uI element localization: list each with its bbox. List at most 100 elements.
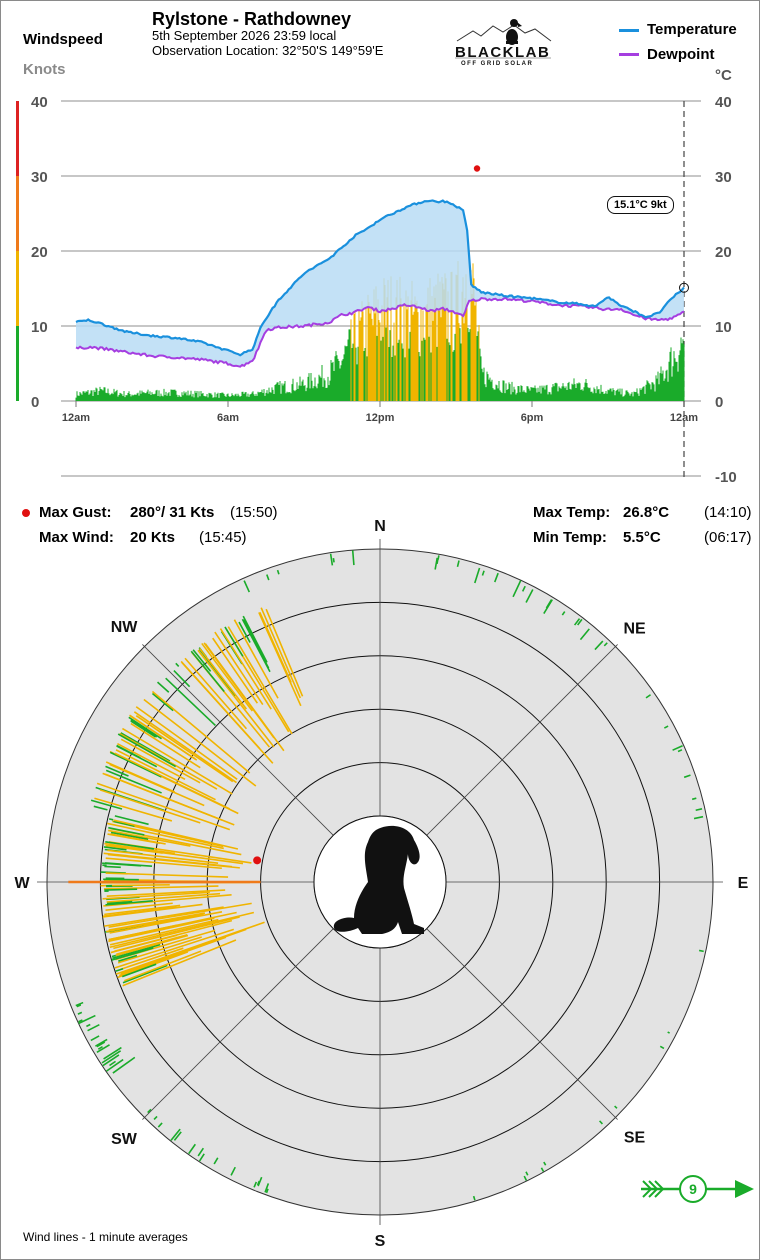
- min-temp-value: 5.5°C: [623, 529, 661, 546]
- compass-spoke: [426, 644, 618, 836]
- wind-line: [129, 715, 198, 761]
- wind-line: [264, 1183, 270, 1193]
- gust-marker-icon: [22, 509, 30, 517]
- wind-line: [525, 589, 534, 603]
- wind-line: [540, 1167, 545, 1172]
- wind-line: [190, 650, 225, 693]
- wind-line: [153, 1115, 158, 1121]
- left-tick-label: 0: [31, 394, 39, 411]
- wind-line: [256, 1180, 260, 1186]
- wind-line: [95, 1038, 108, 1047]
- direction-label-se: SE: [624, 1130, 646, 1147]
- wind-line: [102, 891, 210, 900]
- wind-line: [243, 580, 251, 593]
- wind-line: [104, 888, 138, 891]
- temperature-wind-chart: -10 0 10 20 30 40 0 10 20 30 40 12am 6am 12pm 6pm 12am: [16, 94, 737, 486]
- logo-tagline: OFF GRID SOLAR: [461, 61, 534, 67]
- wind-line: [106, 892, 221, 903]
- wind-line: [96, 1041, 106, 1048]
- wind-line: [106, 1058, 124, 1072]
- wind-line: [110, 934, 178, 954]
- max-gust-marker: [253, 856, 262, 865]
- wind-line: [113, 819, 239, 850]
- direction-label-sw: SW: [111, 1131, 138, 1148]
- compass-spoke: [426, 928, 618, 1120]
- left-tick-label: 40: [31, 94, 48, 111]
- wind-line: [78, 1014, 96, 1025]
- wind-line: [135, 706, 238, 780]
- wind-line: [104, 842, 175, 855]
- max-wind-time: (15:45): [199, 529, 247, 546]
- max-wind-label: Max Wind:: [39, 529, 114, 546]
- wind-line: [102, 862, 142, 867]
- wind-line: [156, 681, 170, 693]
- wind-line: [117, 936, 202, 964]
- date-line: 5th September 2026 23:59 local: [152, 28, 337, 43]
- max-gust-time: (15:50): [230, 504, 278, 521]
- wind-line: [114, 815, 149, 826]
- wind-line: [105, 841, 155, 850]
- direction-label-w: W: [14, 875, 30, 892]
- wind-line: [332, 558, 335, 563]
- wind-line: [115, 967, 124, 972]
- min-temp-label: Min Temp:: [533, 529, 607, 546]
- current-wind-speed: 9: [689, 1181, 697, 1197]
- wind-line: [197, 1147, 205, 1157]
- wind-line: [118, 954, 138, 962]
- current-wind-indicator: [641, 1175, 754, 1203]
- wind-line: [667, 1031, 670, 1034]
- wind-line: [105, 872, 229, 878]
- wind-line: [329, 553, 334, 566]
- knots-unit-label: Knots: [23, 61, 66, 78]
- wind-line: [151, 690, 251, 774]
- wind-line: [266, 574, 270, 581]
- wind-line: [436, 559, 439, 565]
- right-tick-label: 10: [715, 319, 732, 336]
- wind-line: [105, 769, 162, 794]
- temperature-legend-label: Temperature: [647, 21, 737, 38]
- hour-tick-label: 6pm: [521, 412, 544, 424]
- wind-line: [120, 738, 201, 784]
- wind-line: [173, 1131, 182, 1141]
- wind-rose-chart: N NE E SE S SW W NW: [14, 518, 748, 1250]
- wind-line: [677, 749, 683, 753]
- wind-line: [96, 1044, 110, 1054]
- wind-line: [115, 921, 265, 975]
- wind-line: [108, 829, 191, 847]
- wind-line: [113, 916, 240, 950]
- wind-line: [238, 621, 251, 643]
- hour-tick-label: 6am: [217, 412, 239, 424]
- wind-line: [128, 716, 162, 740]
- wind-line: [105, 844, 163, 854]
- wind-line: [117, 743, 186, 781]
- current-value-callout: 15.1°C 9kt: [607, 196, 674, 215]
- wind-line: [663, 725, 669, 729]
- wind-line: [107, 822, 224, 850]
- wind-line: [213, 1157, 219, 1165]
- wind-line: [147, 1108, 152, 1114]
- wind-line: [121, 727, 233, 795]
- wind-line: [683, 774, 691, 779]
- wind-line: [105, 761, 176, 793]
- wind-line: [115, 934, 189, 957]
- dewpoint-legend-swatch: [619, 53, 639, 56]
- wind-line: [113, 820, 135, 827]
- wind-line: [96, 782, 231, 831]
- wind-line: [90, 799, 123, 810]
- wind-line: [253, 1181, 258, 1188]
- wind-line: [116, 744, 141, 759]
- wind-line: [121, 963, 157, 978]
- wind-scale-band: [16, 326, 19, 401]
- wind-line: [107, 849, 219, 864]
- wind-line: [110, 833, 166, 845]
- wind-line: [212, 637, 259, 704]
- wind-line: [109, 751, 162, 778]
- wind-line: [523, 1175, 528, 1181]
- wind-line: [691, 797, 697, 801]
- wind-line: [265, 1188, 269, 1194]
- wind-line: [103, 906, 177, 917]
- wind-line: [105, 765, 129, 777]
- wind-line: [227, 626, 293, 735]
- wind-line: [437, 555, 440, 560]
- wind-line: [97, 1045, 103, 1050]
